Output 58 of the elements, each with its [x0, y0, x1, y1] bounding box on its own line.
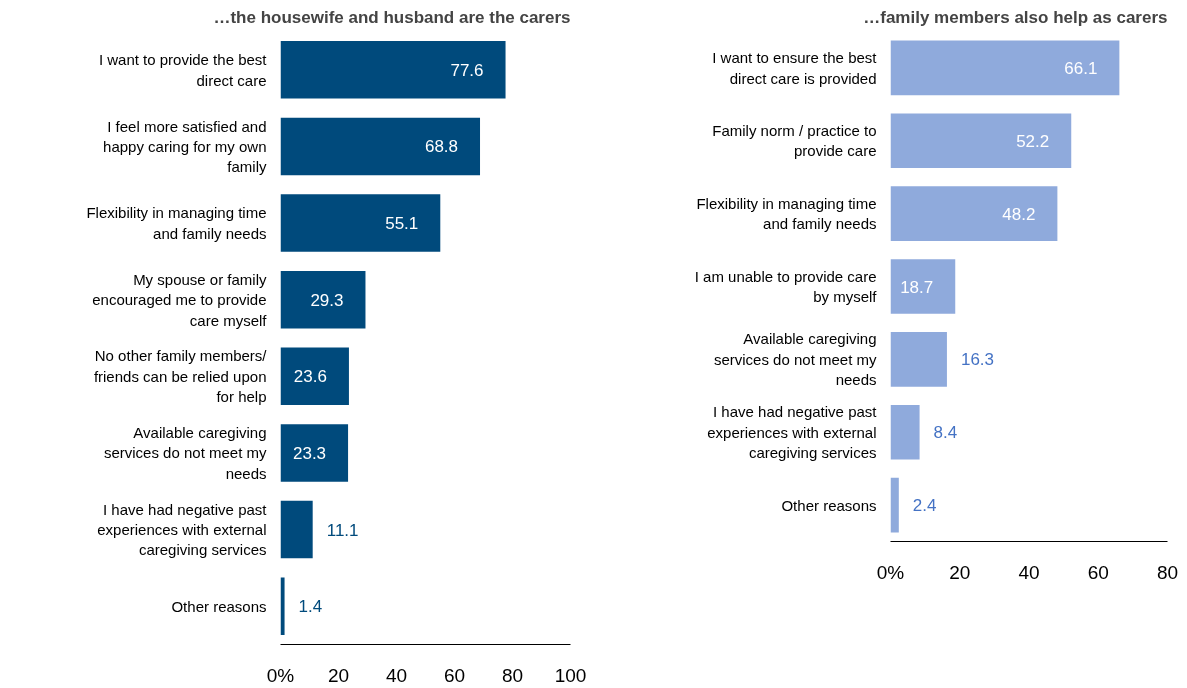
bar — [280, 577, 285, 635]
bar — [280, 424, 349, 482]
data-label: 77.6 — [450, 60, 484, 80]
x-tick-label: 40 — [1018, 561, 1040, 583]
y-tick-label: I am unable to provide care by myself — [694, 267, 878, 306]
y-tick-label: No other family members/ friends can be relied upon for help — [93, 347, 268, 406]
bar — [890, 332, 947, 387]
x-tick-label: 0% — [266, 664, 295, 686]
x-tick-label: 60 — [443, 664, 466, 686]
x-tick-label: 80 — [1156, 561, 1179, 583]
bar — [890, 40, 1120, 96]
data-label: 23.6 — [293, 367, 327, 387]
x-tick-label: 100 — [554, 664, 587, 686]
data-label: 18.7 — [900, 277, 934, 297]
data-label: 23.3 — [292, 443, 327, 463]
x-tick-label: 40 — [385, 664, 408, 686]
y-tick-label: I want to provide the best direct care — [98, 51, 268, 89]
y-tick-label: Other reasons — [171, 597, 267, 615]
x-tick-label: 80 — [501, 664, 524, 686]
y-tick-label: Flexibility in managing time and family needs — [86, 204, 267, 242]
data-label: 68.8 — [424, 137, 459, 157]
y-tick-label: I have had negative past experiences with external caregiving services — [97, 500, 268, 559]
y-tick-label: Family norm / practice to provide care — [712, 122, 877, 160]
x-tick-label: 20 — [949, 561, 971, 583]
y-tick-label: My spouse or family encouraged me to provide care myself — [92, 270, 268, 329]
x-tick-label: 0% — [876, 561, 905, 583]
y-tick-label: Other reasons — [781, 496, 877, 514]
bar — [280, 194, 441, 252]
bar — [890, 259, 956, 314]
bar — [890, 477, 899, 533]
data-label: 16.3 — [960, 350, 995, 370]
y-tick-label: I feel more satisfied and happy caring for my own family — [103, 117, 267, 176]
data-label: 8.4 — [933, 423, 958, 443]
y-tick-label: Flexibility in managing time and family needs — [696, 194, 877, 233]
bar — [280, 347, 349, 406]
y-tick-label: I want to ensure the best direct care is provided — [712, 49, 878, 87]
data-label: 52.2 — [1016, 131, 1050, 151]
bar — [890, 113, 1072, 169]
chart-title: …the housewife and husband are the carers — [213, 7, 571, 27]
y-tick-label: Available caregiving services do not meet my needs — [713, 330, 877, 389]
bar — [280, 500, 313, 559]
y-tick-label: I have had negative past experiences with external caregiving services — [707, 403, 878, 462]
data-label: 55.1 — [385, 214, 419, 234]
x-tick-label: 60 — [1087, 561, 1109, 583]
bar — [890, 186, 1058, 241]
bar — [280, 41, 506, 99]
bar — [280, 270, 366, 329]
chart-title: …family members also help as carers — [863, 7, 1168, 27]
data-label: 2.4 — [912, 496, 937, 516]
data-label: 48.2 — [1002, 204, 1036, 224]
bar — [280, 117, 481, 176]
data-label: 29.3 — [310, 290, 344, 310]
y-tick-label: Available caregiving services do not meet my needs — [103, 424, 267, 482]
bar — [890, 404, 920, 460]
data-label: 11.1 — [326, 520, 359, 540]
data-label: 1.4 — [298, 597, 323, 617]
data-label: 66.1 — [1064, 58, 1098, 78]
x-tick-label: 20 — [327, 664, 350, 686]
